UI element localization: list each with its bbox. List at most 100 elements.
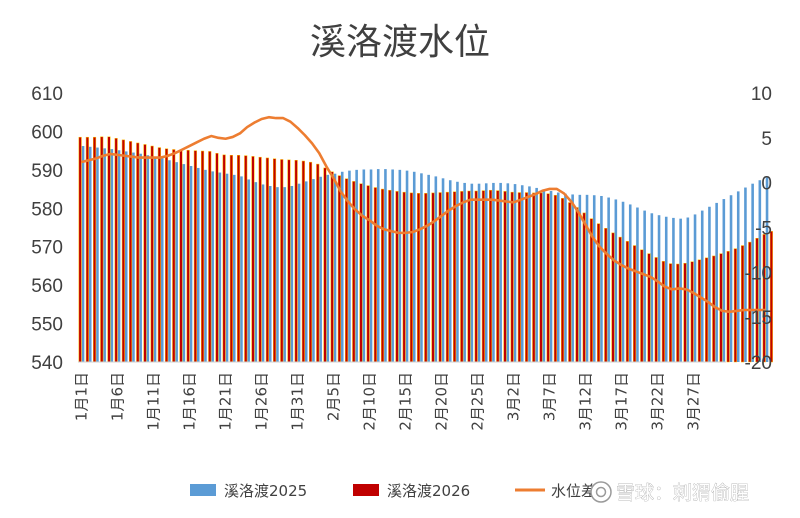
bar-2026 bbox=[741, 245, 745, 363]
right-axis-tick-label: 5 bbox=[761, 129, 772, 150]
bar-2025 bbox=[304, 181, 308, 362]
bar-2025 bbox=[333, 173, 337, 362]
bar-2025 bbox=[513, 184, 517, 362]
bar-2025 bbox=[484, 183, 488, 362]
bar-2025 bbox=[247, 179, 250, 362]
bar-2025 bbox=[362, 169, 366, 362]
bar-2026 bbox=[157, 147, 161, 363]
bar-2026 bbox=[517, 192, 521, 363]
right-axis-tick-label: -5 bbox=[755, 219, 772, 240]
bar-2026 bbox=[280, 159, 284, 363]
x-axis-tick-label: 3月22日 bbox=[649, 372, 667, 431]
right-axis: -20 -15 -10 -5 0 5 10 bbox=[745, 84, 772, 374]
bar-2026 bbox=[733, 248, 737, 363]
bar-2026 bbox=[575, 207, 579, 363]
bar-2025 bbox=[81, 146, 85, 362]
bar-2025 bbox=[564, 193, 567, 362]
series-diff-group bbox=[81, 115, 766, 314]
bar-2026 bbox=[604, 228, 608, 363]
bar-2025 bbox=[708, 206, 711, 362]
bar-2025 bbox=[175, 162, 178, 362]
series-2026-group bbox=[78, 136, 773, 363]
bar-2026 bbox=[762, 234, 766, 363]
bar-2026 bbox=[172, 149, 176, 363]
bar-2026 bbox=[301, 160, 305, 363]
bar-2025 bbox=[218, 172, 222, 362]
bar-2026 bbox=[525, 192, 529, 363]
bar-2025 bbox=[160, 158, 164, 362]
bar-2025 bbox=[398, 169, 402, 362]
bar-2026 bbox=[474, 190, 478, 363]
right-axis-tick-label: -15 bbox=[745, 308, 772, 329]
bar-2026 bbox=[532, 192, 536, 363]
bar-2026 bbox=[755, 238, 759, 363]
bar-2025 bbox=[499, 182, 502, 362]
bar-2025 bbox=[765, 177, 769, 362]
bar-2026 bbox=[539, 192, 543, 363]
bar-2025 bbox=[355, 169, 358, 362]
bar-2026 bbox=[453, 191, 457, 363]
bar-2026 bbox=[121, 139, 125, 363]
bar-2026 bbox=[460, 191, 464, 363]
series-2025-group bbox=[81, 146, 769, 362]
left-axis: 540 550 560 570 580 590 600 610 bbox=[31, 84, 63, 374]
bar-2026 bbox=[265, 157, 269, 363]
bar-2025 bbox=[283, 187, 286, 362]
bar-2025 bbox=[232, 174, 236, 362]
bar-2025 bbox=[470, 183, 474, 362]
bar-2025 bbox=[412, 171, 416, 362]
bar-2026 bbox=[640, 249, 644, 363]
bar-2026 bbox=[553, 194, 557, 363]
bar-2025 bbox=[196, 167, 200, 362]
bar-2026 bbox=[625, 241, 629, 363]
right-axis-tick-label: 10 bbox=[751, 84, 772, 105]
chart-title: 溪洛渡水位 bbox=[310, 22, 490, 63]
bar-2025 bbox=[751, 183, 754, 362]
x-axis-tick-label: 1月21日 bbox=[217, 372, 235, 431]
bar-2025 bbox=[348, 170, 351, 362]
bar-2025 bbox=[571, 194, 574, 362]
line-water-level-diff bbox=[81, 115, 766, 314]
bar-2026 bbox=[201, 150, 205, 363]
bar-2026 bbox=[424, 193, 428, 363]
x-axis-tick-label: 1月31日 bbox=[289, 372, 307, 431]
bar-2026 bbox=[503, 191, 507, 363]
bar-2025 bbox=[405, 170, 409, 362]
bar-2026 bbox=[294, 160, 298, 363]
bar-2026 bbox=[402, 191, 406, 363]
bar-2026 bbox=[510, 191, 514, 363]
x-axis-tick-label: 1月26日 bbox=[253, 372, 271, 431]
x-axis-tick-label: 3月7日 bbox=[541, 372, 559, 421]
bar-2025 bbox=[326, 174, 330, 362]
bar-2025 bbox=[715, 202, 718, 362]
bar-2026 bbox=[244, 155, 248, 363]
left-axis-tick-label: 590 bbox=[31, 161, 63, 182]
bar-2025 bbox=[96, 147, 99, 362]
x-axis-tick-label: 2月10日 bbox=[361, 372, 379, 431]
bar-2025 bbox=[556, 192, 560, 362]
bar-2025 bbox=[657, 215, 661, 362]
bar-2025 bbox=[664, 216, 668, 362]
bar-2025 bbox=[492, 182, 495, 362]
bar-2026 bbox=[251, 156, 255, 363]
bar-2026 bbox=[654, 257, 658, 363]
bar-2025 bbox=[319, 176, 322, 362]
bar-2025 bbox=[391, 169, 394, 362]
watermark: 雪球：刺猬偷腥 bbox=[590, 481, 749, 504]
bar-2025 bbox=[376, 169, 380, 362]
bar-2025 bbox=[614, 199, 618, 362]
bar-2026 bbox=[136, 142, 140, 363]
right-axis-tick-label: 0 bbox=[761, 174, 772, 195]
bar-2026 bbox=[683, 262, 687, 363]
x-axis-tick-label: 2月20日 bbox=[433, 372, 451, 431]
bar-2025 bbox=[448, 180, 452, 362]
bar-2026 bbox=[589, 218, 593, 363]
bar-2026 bbox=[78, 136, 82, 363]
bar-2026 bbox=[100, 136, 104, 363]
snowball-logo-icon bbox=[590, 481, 612, 503]
bar-2026 bbox=[229, 155, 233, 363]
bar-2025 bbox=[189, 166, 193, 362]
bar-2025 bbox=[182, 164, 186, 362]
bar-2026 bbox=[561, 198, 565, 363]
bar-2025 bbox=[139, 153, 142, 362]
